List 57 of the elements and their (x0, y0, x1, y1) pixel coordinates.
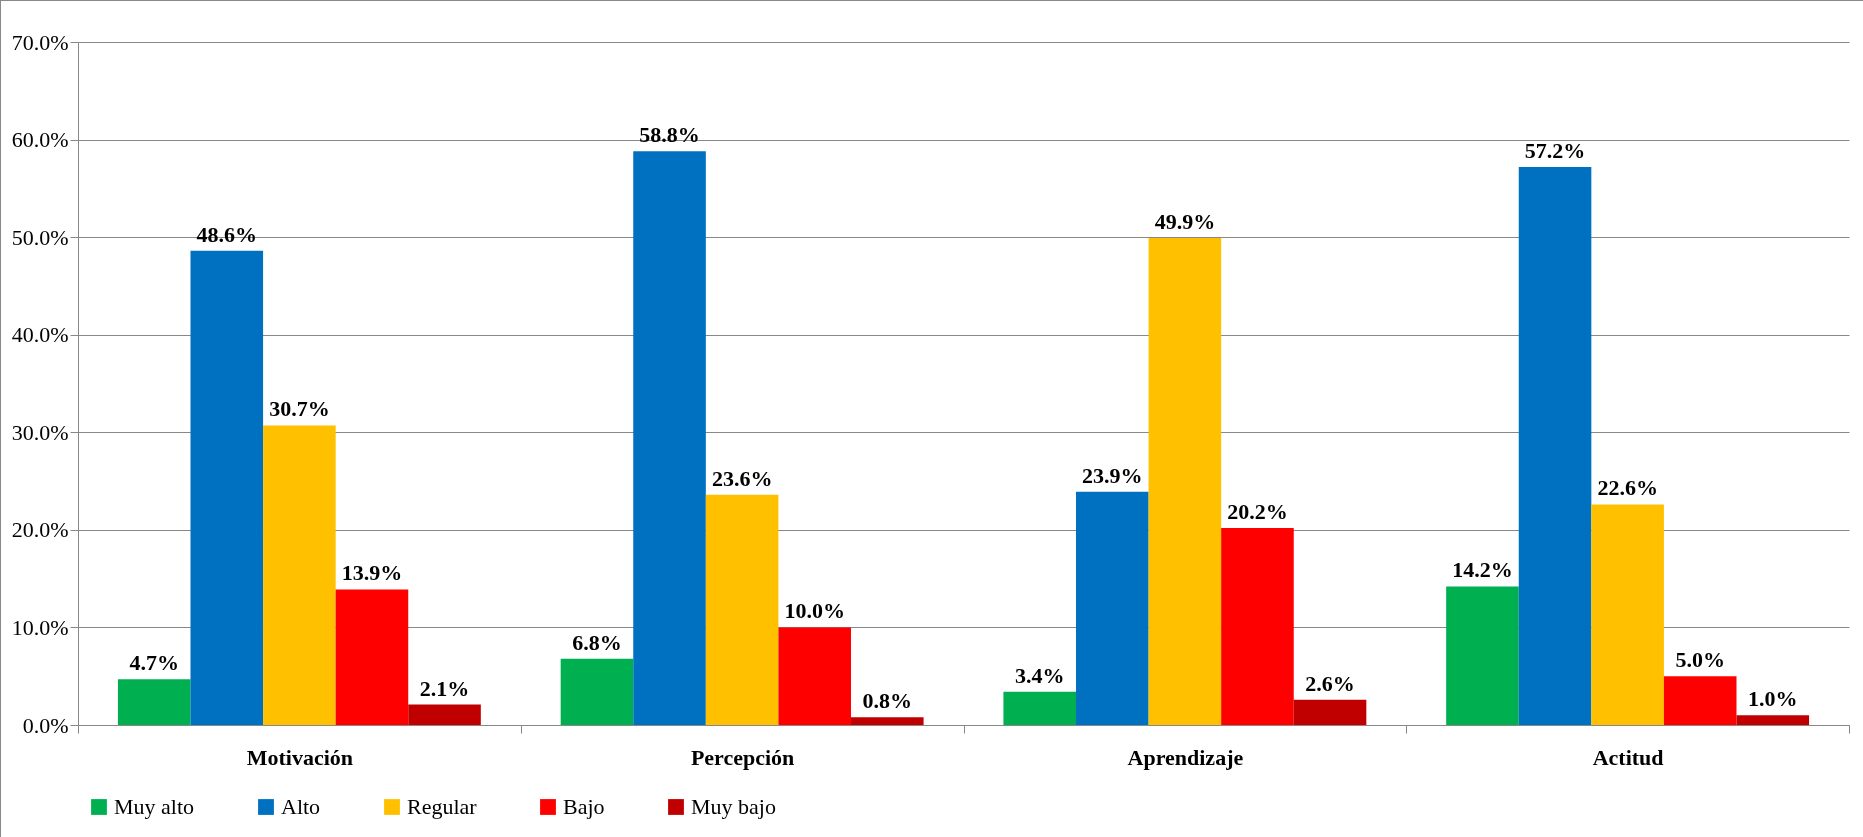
bar (1591, 504, 1664, 725)
legend-label: Alto (281, 794, 321, 819)
legend-label: Muy bajo (691, 794, 776, 819)
data-label: 23.9% (1082, 462, 1143, 488)
bar (1663, 676, 1737, 725)
data-label: 10.0% (784, 598, 845, 624)
data-label: 22.6% (1597, 475, 1658, 501)
y-tick-label: 0.0% (22, 712, 69, 738)
data-label: 2.1% (419, 675, 470, 701)
data-label: 58.8% (639, 122, 700, 148)
data-label: 1.0% (1748, 686, 1798, 712)
bar (1293, 699, 1367, 725)
data-label: 30.7% (269, 396, 330, 422)
bar (1518, 166, 1592, 725)
bar (117, 679, 191, 725)
y-tick-label: 40.0% (11, 322, 69, 348)
legend-label: Bajo (563, 794, 605, 819)
legend-label: Regular (407, 794, 478, 819)
bar (1076, 491, 1149, 725)
y-tick-label: 50.0% (11, 224, 69, 250)
data-label: 5.0% (1675, 647, 1725, 673)
data-label: 48.6% (196, 221, 258, 247)
bar (335, 589, 409, 725)
bar (1148, 238, 1222, 725)
data-label: 49.9% (1154, 209, 1216, 235)
data-label: 14.2% (1452, 557, 1513, 583)
y-tick-label: 70.0% (11, 29, 69, 55)
y-tick-label: 30.0% (11, 419, 69, 445)
bar (778, 627, 851, 725)
data-label: 6.8% (572, 629, 622, 655)
x-tick-label: Actitud (1592, 744, 1664, 770)
y-tick-label: 60.0% (11, 127, 69, 153)
bar (1003, 691, 1076, 725)
bar (408, 704, 481, 725)
data-label: 3.4% (1014, 662, 1065, 688)
bar (1736, 715, 1810, 725)
bar (263, 425, 336, 725)
x-tick-label: Aprendizaje (1127, 744, 1244, 770)
bar (560, 658, 634, 725)
bar (633, 151, 706, 725)
bar (190, 250, 264, 725)
data-label: 20.2% (1227, 498, 1288, 524)
bar (1446, 586, 1519, 725)
bar (705, 494, 779, 725)
bar (1221, 527, 1294, 725)
bar (851, 717, 924, 725)
data-label: 23.6% (711, 465, 773, 491)
data-label: 0.8% (862, 688, 913, 714)
data-label: 4.7% (129, 650, 179, 676)
y-tick-label: 20.0% (11, 517, 69, 543)
data-label: 13.9% (341, 560, 403, 586)
legend-label: Muy alto (114, 794, 195, 819)
data-label: 2.6% (1305, 670, 1355, 696)
x-tick-label: Motivación (246, 744, 354, 770)
x-tick-label: Percepción (690, 744, 795, 770)
y-tick-label: 10.0% (11, 614, 69, 640)
data-label: 57.2% (1524, 137, 1586, 163)
